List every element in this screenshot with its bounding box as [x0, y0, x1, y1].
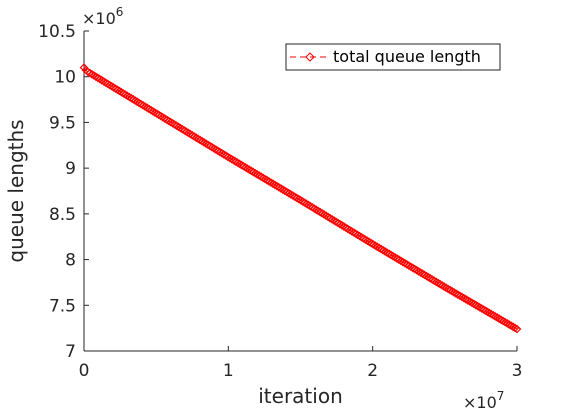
y-ticks: 7 7.5 8 8.5 9 9.5 10 10.5: [38, 22, 89, 362]
y-axis-multiplier: ×106: [82, 5, 123, 28]
x-axis-title: iteration: [258, 384, 343, 408]
axes: [83, 31, 517, 352]
y-multiplier-base: ×10: [82, 9, 116, 28]
y-tick-label: 7.5: [49, 296, 76, 316]
x-tick-label: 0: [79, 361, 90, 381]
legend-label: total queue length: [333, 47, 481, 66]
x-axis-multiplier: ×107: [463, 389, 504, 412]
x-tick-label: 3: [512, 361, 523, 381]
series-markers: [79, 63, 522, 334]
legend-diamond-marker: [305, 52, 315, 62]
legend: total queue length: [285, 43, 501, 71]
y-axis-title: queue lengths: [4, 119, 28, 262]
y-tick-label: 9: [65, 159, 76, 179]
x-tick-label: 1: [223, 361, 234, 381]
y-tick-label: 7: [65, 342, 76, 362]
y-tick-label: 10.5: [38, 22, 76, 42]
x-multiplier-base: ×10: [463, 393, 497, 412]
x-ticks: 0 1 2 3: [79, 346, 523, 381]
y-tick-label: 10: [54, 68, 76, 88]
x-multiplier-exponent: 7: [497, 389, 505, 403]
y-multiplier-exponent: 6: [116, 5, 124, 19]
y-tick-label: 9.5: [49, 113, 76, 133]
y-tick-label: 8: [65, 251, 76, 271]
series-layer: [79, 63, 522, 334]
x-tick-label: 2: [367, 361, 378, 381]
y-tick-label: 8.5: [49, 205, 76, 225]
